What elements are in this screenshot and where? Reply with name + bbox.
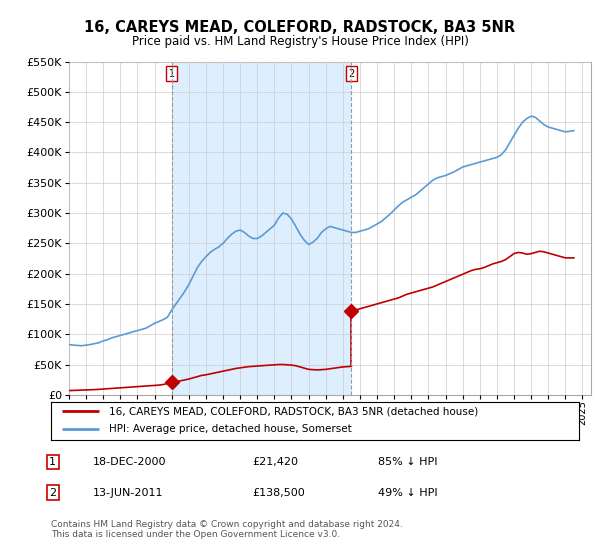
Text: 1: 1 <box>169 69 175 79</box>
Text: 49% ↓ HPI: 49% ↓ HPI <box>378 488 437 498</box>
Text: 2: 2 <box>49 488 56 498</box>
Text: 13-JUN-2011: 13-JUN-2011 <box>93 488 163 498</box>
Text: 1: 1 <box>49 457 56 467</box>
Text: Price paid vs. HM Land Registry's House Price Index (HPI): Price paid vs. HM Land Registry's House … <box>131 35 469 48</box>
Text: 85% ↓ HPI: 85% ↓ HPI <box>378 457 437 467</box>
Text: 18-DEC-2000: 18-DEC-2000 <box>93 457 167 467</box>
Text: £138,500: £138,500 <box>252 488 305 498</box>
Text: £21,420: £21,420 <box>252 457 298 467</box>
Text: 16, CAREYS MEAD, COLEFORD, RADSTOCK, BA3 5NR (detached house): 16, CAREYS MEAD, COLEFORD, RADSTOCK, BA3… <box>109 406 478 416</box>
Bar <box>172 62 352 395</box>
Text: 2: 2 <box>348 69 355 79</box>
Text: Contains HM Land Registry data © Crown copyright and database right 2024.
This d: Contains HM Land Registry data © Crown c… <box>51 520 403 539</box>
Text: 16, CAREYS MEAD, COLEFORD, RADSTOCK, BA3 5NR: 16, CAREYS MEAD, COLEFORD, RADSTOCK, BA3… <box>85 20 515 35</box>
Text: HPI: Average price, detached house, Somerset: HPI: Average price, detached house, Some… <box>109 424 352 434</box>
